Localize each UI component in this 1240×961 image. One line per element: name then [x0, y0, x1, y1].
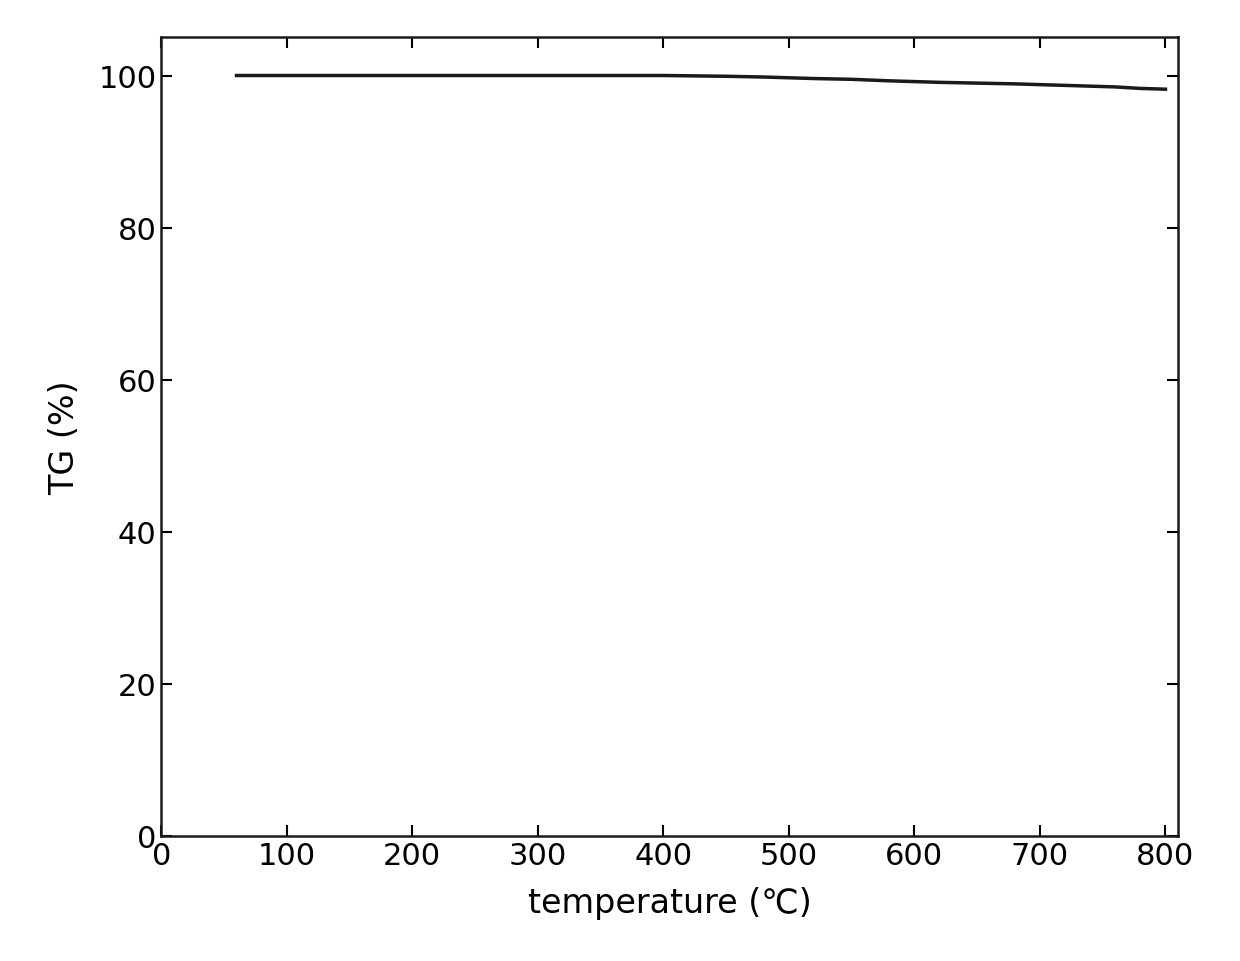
- Y-axis label: TG (%): TG (%): [48, 380, 82, 495]
- X-axis label: temperature (℃): temperature (℃): [528, 887, 811, 920]
